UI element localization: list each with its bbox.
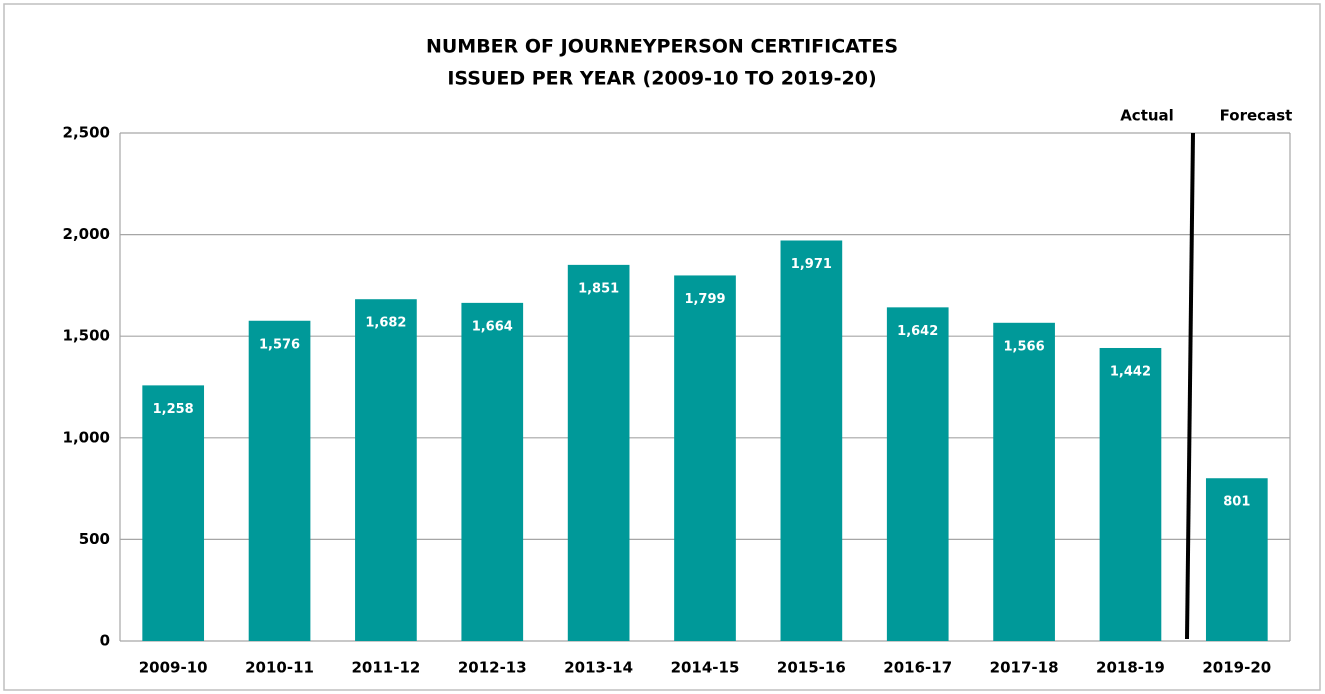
value-label: 1,851 [578,281,619,296]
bar [886,307,949,641]
bar [355,299,417,641]
annotation: Forecast [1220,107,1293,125]
divider-line [1185,132,1195,640]
value-label: 1,576 [259,337,300,352]
value-label: 1,258 [153,402,194,417]
value-label: 1,971 [791,257,832,272]
y-tick-label: 1,500 [63,327,110,345]
y-tick-label: 2,000 [63,225,110,243]
x-tick-label: 2011-12 [351,659,420,677]
x-tick-label: 2013-14 [564,659,633,677]
x-tick-label: 2009-10 [139,659,208,677]
y-tick-label: 2,500 [63,124,110,142]
annotation: Actual [1120,107,1174,125]
value-label: 1,799 [684,292,725,307]
value-label: 1,442 [1110,364,1151,379]
x-tick-label: 2018-19 [1096,659,1165,677]
bar [780,240,843,641]
x-tick-label: 2014-15 [671,659,740,677]
x-tick-label: 2016-17 [883,659,952,677]
x-tick-label: 2010-11 [245,659,314,677]
bar [461,302,524,641]
value-label: 1,682 [365,316,406,331]
bar [674,275,736,641]
bar [993,322,1055,641]
y-tick-label: 0 [100,632,110,650]
value-label: 1,642 [897,324,938,339]
x-tick-label: 2012-13 [458,659,527,677]
value-label: 1,664 [472,319,513,334]
bar [248,320,311,641]
chart-title: ISSUED PER YEAR (2009-10 TO 2019-20) [447,68,876,90]
value-label: 1,566 [1004,339,1045,354]
y-tick-label: 1,000 [63,428,110,446]
bar [567,264,630,641]
value-label: 801 [1223,495,1250,510]
bar [142,385,205,641]
x-tick-label: 2017-18 [990,659,1059,677]
x-tick-label: 2015-16 [777,659,846,677]
y-tick-label: 500 [79,530,110,548]
bar [1205,478,1268,641]
chart-title: NUMBER OF JOURNEYPERSON CERTIFICATES [426,36,898,58]
bar [1099,347,1162,641]
x-tick-label: 2019-20 [1202,659,1271,677]
